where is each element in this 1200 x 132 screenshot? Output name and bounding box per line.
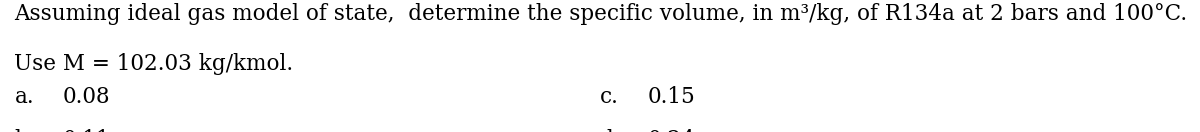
Text: Assuming ideal gas model of state,  determine the specific volume, in m³/kg, of : Assuming ideal gas model of state, deter… (14, 3, 1188, 25)
Text: a.: a. (14, 86, 34, 108)
Text: Use M = 102.03 kg/kmol.: Use M = 102.03 kg/kmol. (14, 53, 294, 75)
Text: b.: b. (14, 129, 35, 132)
Text: c.: c. (600, 86, 619, 108)
Text: 0.24: 0.24 (648, 129, 696, 132)
Text: 0.15: 0.15 (648, 86, 696, 108)
Text: d.: d. (600, 129, 620, 132)
Text: 0.11: 0.11 (62, 129, 110, 132)
Text: 0.08: 0.08 (62, 86, 110, 108)
